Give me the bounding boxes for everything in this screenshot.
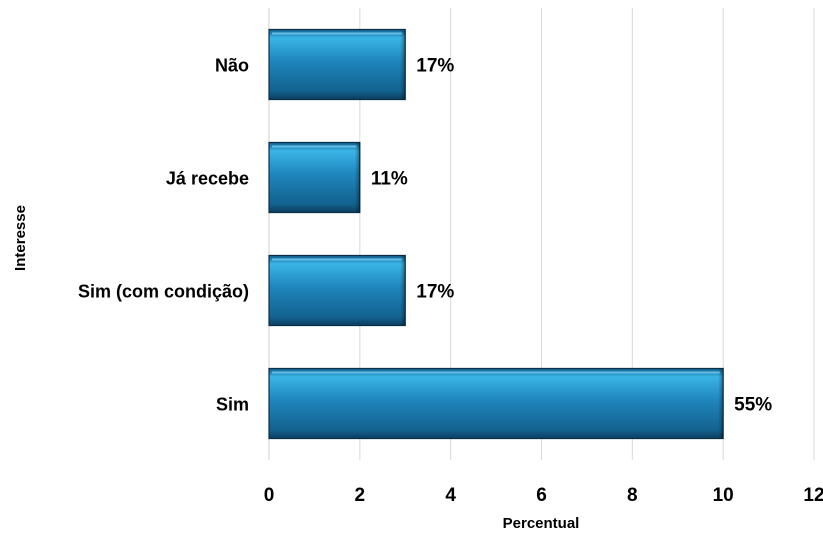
bar-2 — [269, 255, 405, 325]
data-label-1: 11% — [371, 169, 408, 190]
bar-body — [269, 29, 405, 99]
x-axis-title: Percentual — [503, 515, 580, 532]
bar-body — [269, 142, 360, 212]
bar-bevel — [355, 142, 360, 212]
category-label-1: Já recebe — [166, 169, 249, 189]
x-tick-label-2: 2 — [355, 485, 366, 506]
data-label-3: 55% — [734, 395, 772, 416]
bar-1 — [269, 142, 360, 212]
bar-body — [269, 368, 723, 438]
bar-bevel — [400, 29, 405, 99]
x-tick-label-10: 10 — [713, 485, 734, 506]
category-label-3: Sim — [216, 395, 249, 415]
bar-highlight — [272, 258, 402, 260]
bar-highlight — [272, 32, 402, 34]
bar-bevel — [718, 368, 723, 438]
bar-highlight — [272, 145, 357, 147]
bars — [269, 29, 723, 438]
y-axis-title: Interesse — [12, 205, 29, 271]
bar-3 — [269, 368, 723, 438]
bar-bevel — [400, 255, 405, 325]
x-tick-label-4: 4 — [445, 485, 456, 506]
x-tick-label-0: 0 — [264, 485, 275, 506]
category-label-2: Sim (com condição) — [78, 282, 249, 302]
bar-0 — [269, 29, 405, 99]
x-tick-label-12: 12 — [803, 485, 823, 506]
data-label-0: 17% — [416, 56, 454, 77]
x-tick-label-8: 8 — [627, 485, 638, 506]
bar-body — [269, 255, 405, 325]
bar-highlight — [272, 371, 720, 373]
x-tick-label-6: 6 — [536, 485, 547, 506]
data-label-2: 17% — [416, 282, 454, 303]
category-label-0: Não — [215, 56, 249, 76]
